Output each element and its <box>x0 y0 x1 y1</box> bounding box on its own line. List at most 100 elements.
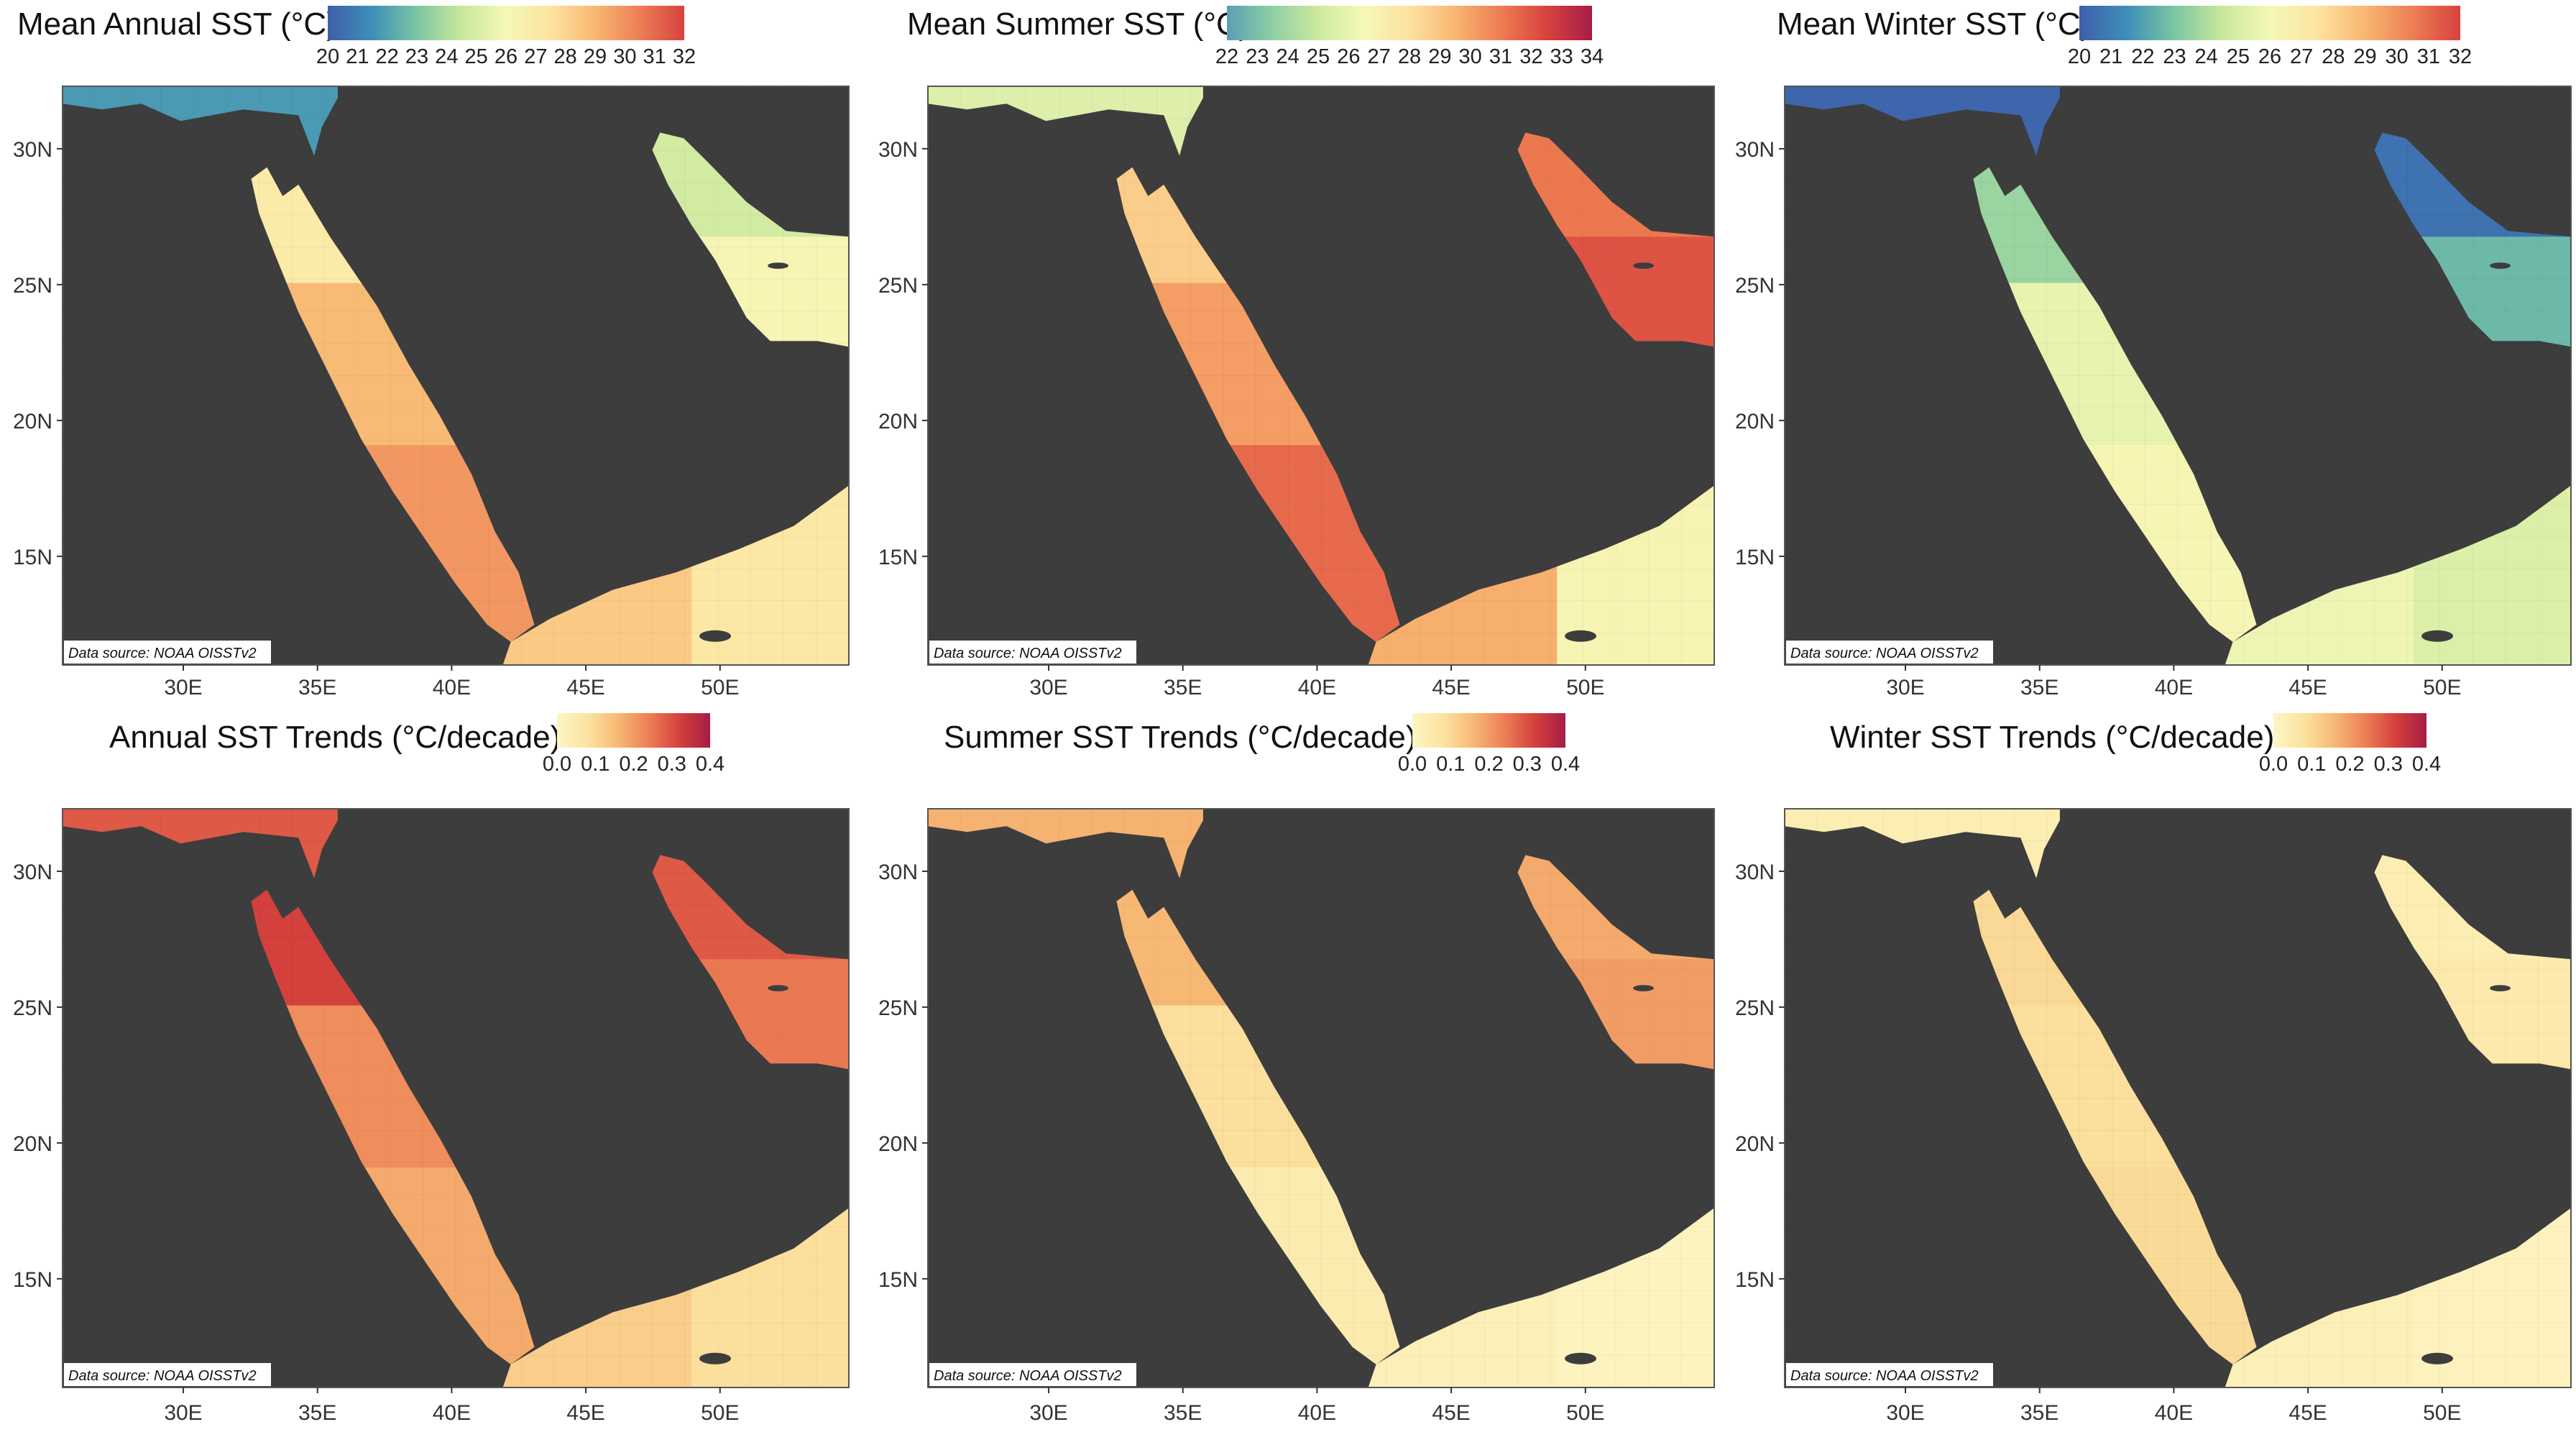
lat-tick-label: 30N <box>1735 861 1775 884</box>
lat-tick-label: 15N <box>878 1268 918 1292</box>
source-note: Data source: NOAA OISSTv2 <box>1790 1368 1979 1384</box>
sea-region-nw <box>1785 809 2060 879</box>
colorbar-tick-label: 23 <box>2163 45 2186 68</box>
sea-region-nw <box>63 86 338 156</box>
source-note-box <box>1786 641 1993 664</box>
source-note: Data source: NOAA OISSTv2 <box>934 1368 1122 1384</box>
lat-tick-label: 15N <box>13 546 52 569</box>
lat-tick-label: 30N <box>878 138 918 162</box>
panel-title: Mean Winter SST (°C) <box>1777 6 2091 42</box>
map-panel-3: Mean Winter SST (°C) 20 21 22 23 24 25 26 27 28 29… <box>1735 6 2572 699</box>
map-frame <box>1784 808 2572 1388</box>
lon-tick-label: 45E <box>566 1401 604 1425</box>
lat-tick-label: 25N <box>878 996 918 1020</box>
colorbar-tick-label: 32 <box>673 45 696 68</box>
colorbar-tick-label: 29 <box>584 45 607 68</box>
colorbar-tick-label: 29 <box>2353 45 2376 68</box>
island <box>2421 630 2454 642</box>
colorbar-tick-label: 23 <box>1246 45 1269 68</box>
colorbar-tick-label: 31 <box>2417 45 2440 68</box>
island <box>1224 1262 1246 1270</box>
map-panel-5: Summer SST Trends (°C/decade)0.0 0.1 0.2 0.… <box>878 713 1715 1425</box>
source-note-box <box>64 1363 271 1386</box>
source-note: Data source: NOAA OISSTv2 <box>934 646 1122 661</box>
colorbar <box>2273 713 2426 748</box>
island <box>1565 630 1597 642</box>
map-frame <box>62 86 850 666</box>
lon-tick-label: 45E <box>566 676 604 699</box>
island <box>1528 1184 1570 1197</box>
island <box>2385 462 2427 474</box>
colorbar-tick-label: 27 <box>2290 45 2313 68</box>
island <box>768 985 788 991</box>
colorbar-tick-label: 30 <box>613 45 636 68</box>
colorbar-tick-label: 25 <box>2227 45 2250 68</box>
colorbar-tick-label: 25 <box>1307 45 1330 68</box>
colorbar-tick-label: 34 <box>1581 45 1604 68</box>
lon-tick-label: 50E <box>701 676 739 699</box>
lon-tick-label: 50E <box>701 1401 739 1425</box>
colorbar-tick-label: 28 <box>2322 45 2345 68</box>
sea-region-nw <box>928 809 1203 879</box>
source-note-box <box>1786 1363 1993 1386</box>
panel-title: Mean Summer SST (°C) <box>907 6 1249 42</box>
island <box>1528 462 1570 474</box>
lat-tick-label: 20N <box>878 1132 918 1156</box>
colorbar <box>1412 713 1565 748</box>
island <box>2081 540 2102 547</box>
colorbar-tick-label: 0.1 <box>1436 753 1465 776</box>
colorbar-tick-label: 31 <box>1489 45 1512 68</box>
colorbar-tick-label: 22 <box>2131 45 2154 68</box>
sea-region-nw <box>928 86 1203 156</box>
island <box>1565 1352 1597 1364</box>
island <box>1224 540 1246 547</box>
lat-tick-label: 30N <box>878 861 918 884</box>
colorbar-tick-label: 0.4 <box>2412 753 2441 776</box>
panel-title: Summer SST Trends (°C/decade) <box>944 720 1416 755</box>
source-note-box <box>929 1363 1136 1386</box>
map-panel-6: Winter SST Trends (°C/decade)0.0 0.1 0.2 0.… <box>1735 713 2572 1425</box>
colorbar-tick-label: 25 <box>465 45 488 68</box>
island <box>2421 1352 2454 1364</box>
lat-tick-label: 25N <box>1735 274 1775 298</box>
colorbar-tick-label: 21 <box>2099 45 2122 68</box>
colorbar-tick-label: 0.1 <box>581 753 610 776</box>
source-note-box <box>929 641 1136 664</box>
map-frame <box>1784 86 2572 666</box>
colorbar-tick-label: 0.2 <box>2335 753 2364 776</box>
colorbar-tick-label: 0.1 <box>2297 753 2326 776</box>
lon-tick-label: 45E <box>2288 676 2327 699</box>
colorbar-tick-label: 24 <box>1276 45 1300 68</box>
colorbar <box>328 6 684 40</box>
map-panel-2: Mean Summer SST (°C) 22 23 24 25 26 27 28 29 30 31… <box>878 6 1715 699</box>
lat-tick-label: 15N <box>878 546 918 569</box>
lon-tick-label: 35E <box>298 1401 336 1425</box>
lat-tick-label: 30N <box>13 861 52 884</box>
island <box>1633 262 1654 269</box>
lat-tick-label: 30N <box>1735 138 1775 162</box>
colorbar-tick-label: 0.4 <box>696 753 724 776</box>
colorbar-tick-label: 27 <box>1368 45 1391 68</box>
map-frame <box>927 808 1715 1388</box>
colorbar-tick-label: 33 <box>1550 45 1573 68</box>
lon-tick-label: 35E <box>298 676 336 699</box>
colorbar-tick-label: 32 <box>1519 45 1542 68</box>
colorbar-tick-label: 0.2 <box>619 753 648 776</box>
colorbar-tick-label: 31 <box>643 45 666 68</box>
lat-tick-label: 15N <box>13 1268 52 1292</box>
colorbar-tick-label: 20 <box>2068 45 2091 68</box>
panel-title: Winter SST Trends (°C/decade) <box>1830 720 2274 755</box>
source-note: Data source: NOAA OISSTv2 <box>68 1368 257 1384</box>
map-frame <box>927 86 1715 666</box>
lat-tick-label: 20N <box>13 1132 52 1156</box>
colorbar-tick-label: 20 <box>316 45 339 68</box>
lon-tick-label: 40E <box>2155 676 2193 699</box>
island <box>663 462 705 474</box>
lon-tick-label: 40E <box>433 676 471 699</box>
lat-tick-label: 20N <box>878 410 918 434</box>
colorbar-tick-label: 0.4 <box>1551 753 1580 776</box>
colorbar-tick-label: 22 <box>376 45 399 68</box>
lon-tick-label: 45E <box>2288 1401 2327 1425</box>
colorbar-tick-label: 26 <box>494 45 518 68</box>
